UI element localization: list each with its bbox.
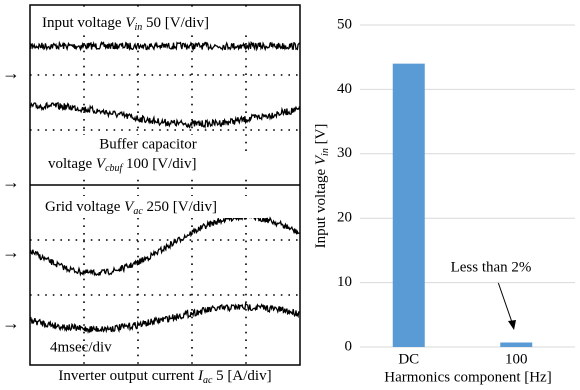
label: voltage Vcbuf 100 [V/div] bbox=[48, 156, 196, 174]
arrow: → bbox=[2, 242, 20, 262]
arrow: → bbox=[2, 313, 20, 333]
label-subscript: cbuf bbox=[105, 163, 123, 174]
x-axis-label: Harmonics component [Hz] bbox=[384, 369, 551, 385]
label-text: 50 [V/div] bbox=[142, 15, 209, 31]
label-text: Input voltage bbox=[313, 165, 329, 248]
label-subscript: in bbox=[320, 148, 331, 156]
annotation: Less than 2% bbox=[451, 259, 532, 275]
x-tick-label: 100 bbox=[505, 351, 528, 367]
y-tick-label: 20 bbox=[337, 210, 352, 226]
label: Grid voltage Vac 250 [V/div] bbox=[45, 199, 217, 217]
label-text: 5 [A/div] bbox=[212, 368, 271, 384]
y-tick-label: 30 bbox=[337, 145, 352, 161]
label-text: 100 [V/div] bbox=[122, 156, 196, 172]
y-tick-label: 40 bbox=[337, 81, 352, 97]
label-text: Inverter output current bbox=[58, 368, 198, 384]
arrow: → bbox=[2, 63, 20, 83]
label-text: Grid voltage bbox=[45, 199, 124, 215]
bar bbox=[500, 342, 532, 347]
x-tick-label: DC bbox=[398, 351, 419, 367]
y-tick-label: 0 bbox=[345, 338, 353, 354]
annotation-arrowhead bbox=[508, 320, 516, 330]
label-text: voltage bbox=[48, 156, 96, 172]
figure: → → → → Input voltage Vin 50 [V/div] Buff… bbox=[0, 0, 580, 390]
label: Input voltage Vin 50 [V/div] bbox=[42, 15, 209, 33]
arrow: → bbox=[2, 172, 20, 192]
label: Buffer capacitor bbox=[99, 136, 197, 152]
label-text: [V] bbox=[313, 124, 329, 149]
label-text: Input voltage bbox=[42, 15, 125, 31]
bar bbox=[393, 64, 425, 347]
label-text: 250 [V/div] bbox=[143, 199, 217, 215]
label-subscript: in bbox=[135, 22, 143, 33]
y-tick-label: 50 bbox=[337, 16, 352, 32]
y-tick-label: 10 bbox=[337, 274, 352, 290]
label: Inverter output current Iac 5 [A/div] bbox=[58, 368, 271, 386]
label: Input voltage Vin [V] bbox=[313, 124, 331, 249]
label: 4msec/div bbox=[50, 339, 112, 355]
arrows: → → → → bbox=[2, 63, 20, 333]
